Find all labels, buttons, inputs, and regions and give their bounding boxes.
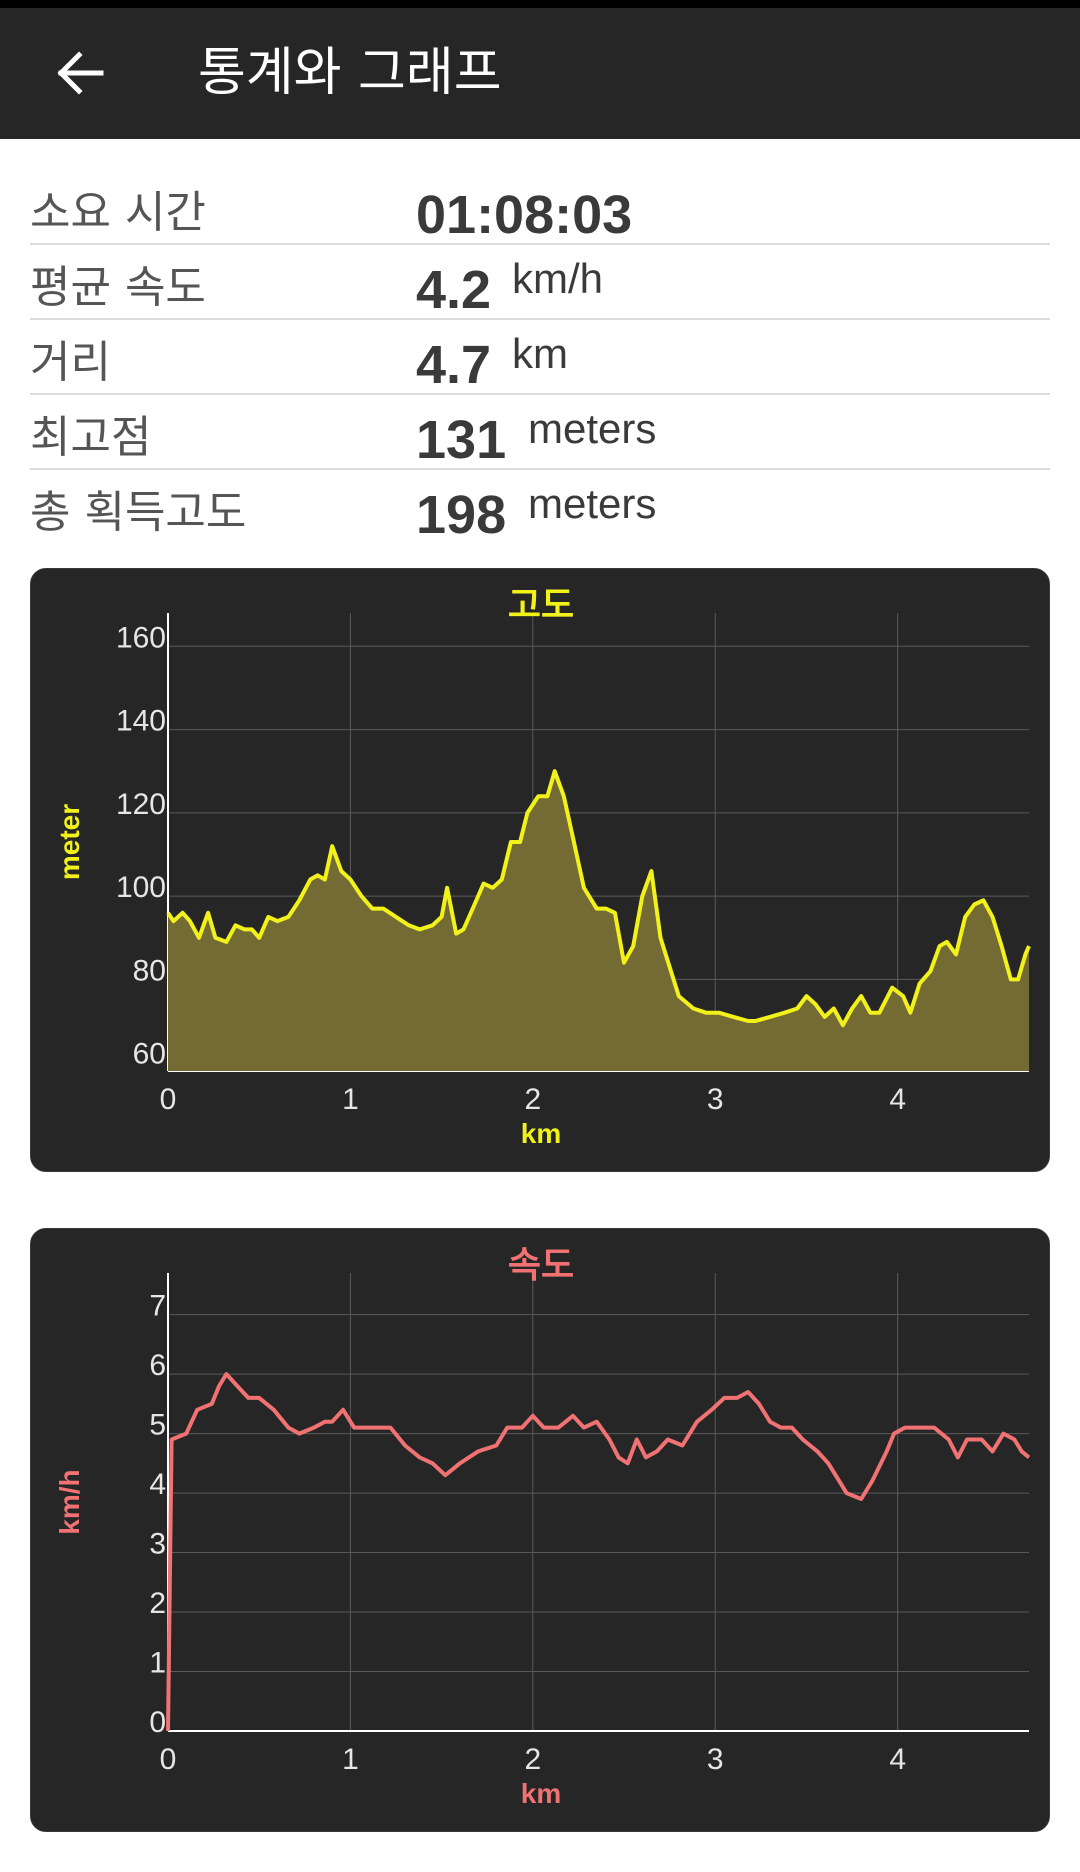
x-tick-label: 2 bbox=[524, 1743, 541, 1776]
stat-value: 4.2 bbox=[416, 260, 492, 320]
x-axis-label: km bbox=[521, 1118, 561, 1149]
x-tick-label: 4 bbox=[889, 1083, 906, 1116]
y-axis-label: km/h bbox=[54, 1469, 85, 1534]
app-bar: 통계와 그래프 bbox=[0, 0, 1080, 139]
elevation-chart-card: 0 1 2 3 4 60 80 100 120 140 160 고도 km meter bbox=[30, 568, 1050, 1172]
x-tick-label: 1 bbox=[342, 1083, 359, 1116]
y-tick-label: 100 bbox=[116, 871, 166, 904]
stat-row-duration: 소요 시간 01:08:03 bbox=[30, 170, 1050, 245]
stat-label: 총 획득고도 bbox=[30, 487, 247, 538]
stat-row-distance: 거리 4.7 km bbox=[30, 320, 1050, 395]
stat-unit: km/h bbox=[512, 255, 604, 302]
x-tick-label: 4 bbox=[889, 1743, 906, 1776]
y-tick-label: 7 bbox=[149, 1290, 166, 1323]
stat-row-total-ascent: 총 획득고도 198 meters bbox=[30, 470, 1050, 545]
x-tick-label: 2 bbox=[524, 1083, 541, 1116]
x-tick-label: 3 bbox=[707, 1083, 724, 1116]
y-tick-label: 3 bbox=[149, 1528, 166, 1561]
stat-unit: meters bbox=[528, 480, 657, 527]
y-tick-label: 120 bbox=[116, 788, 166, 821]
y-tick-label: 5 bbox=[149, 1409, 166, 1442]
y-tick-label: 0 bbox=[149, 1706, 166, 1739]
status-bar bbox=[0, 0, 1080, 8]
stat-label: 거리 bbox=[30, 337, 111, 388]
stat-value: 4.7 bbox=[416, 335, 492, 395]
back-button[interactable] bbox=[40, 38, 120, 108]
y-tick-label: 140 bbox=[116, 705, 166, 738]
page-title: 통계와 그래프 bbox=[198, 43, 502, 103]
y-tick-label: 6 bbox=[149, 1349, 166, 1382]
x-tick-label: 3 bbox=[707, 1743, 724, 1776]
x-tick-label: 1 bbox=[342, 1743, 359, 1776]
y-tick-label: 60 bbox=[133, 1038, 166, 1071]
y-tick-label: 1 bbox=[149, 1647, 166, 1680]
x-axis-label: km bbox=[521, 1778, 561, 1809]
stat-value: 198 bbox=[416, 485, 507, 545]
stats-table: 소요 시간 01:08:03 평균 속도 4.2 km/h 거리 4.7 km … bbox=[30, 170, 1050, 545]
elevation-area bbox=[168, 771, 1029, 1071]
y-tick-label: 80 bbox=[133, 954, 166, 987]
arrow-back-icon bbox=[57, 51, 104, 95]
elevation-line bbox=[166, 769, 1031, 1028]
speed-chart-card: 0 1 2 3 4 0 1 2 3 4 5 6 7 속도 km km/h bbox=[30, 1228, 1050, 1832]
y-axis-label: meter bbox=[54, 804, 85, 880]
stat-value: 01:08:03 bbox=[416, 185, 633, 245]
y-tick-label: 2 bbox=[149, 1587, 166, 1620]
stat-unit: km bbox=[512, 330, 568, 377]
chart-title: 속도 bbox=[508, 1245, 574, 1286]
speed-chart: 0 1 2 3 4 0 1 2 3 4 5 6 7 속도 km km/h bbox=[54, 1245, 1031, 1809]
stat-row-avg-speed: 평균 속도 4.2 km/h bbox=[30, 245, 1050, 320]
elevation-chart: 0 1 2 3 4 60 80 100 120 140 160 고도 km meter bbox=[54, 585, 1031, 1149]
stat-value: 131 bbox=[416, 410, 507, 470]
x-tick-label: 0 bbox=[160, 1083, 177, 1116]
stat-label: 평균 속도 bbox=[30, 262, 206, 313]
speed-line bbox=[166, 1372, 1031, 1732]
y-tick-label: 4 bbox=[149, 1468, 166, 1501]
x-tick-label: 0 bbox=[160, 1743, 177, 1776]
stat-unit: meters bbox=[528, 405, 657, 452]
stat-label: 최고점 bbox=[30, 412, 152, 463]
chart-title: 고도 bbox=[508, 585, 574, 626]
y-tick-label: 160 bbox=[116, 621, 166, 654]
stat-row-max-elevation: 최고점 131 meters bbox=[30, 395, 1050, 470]
stat-label: 소요 시간 bbox=[30, 187, 206, 238]
